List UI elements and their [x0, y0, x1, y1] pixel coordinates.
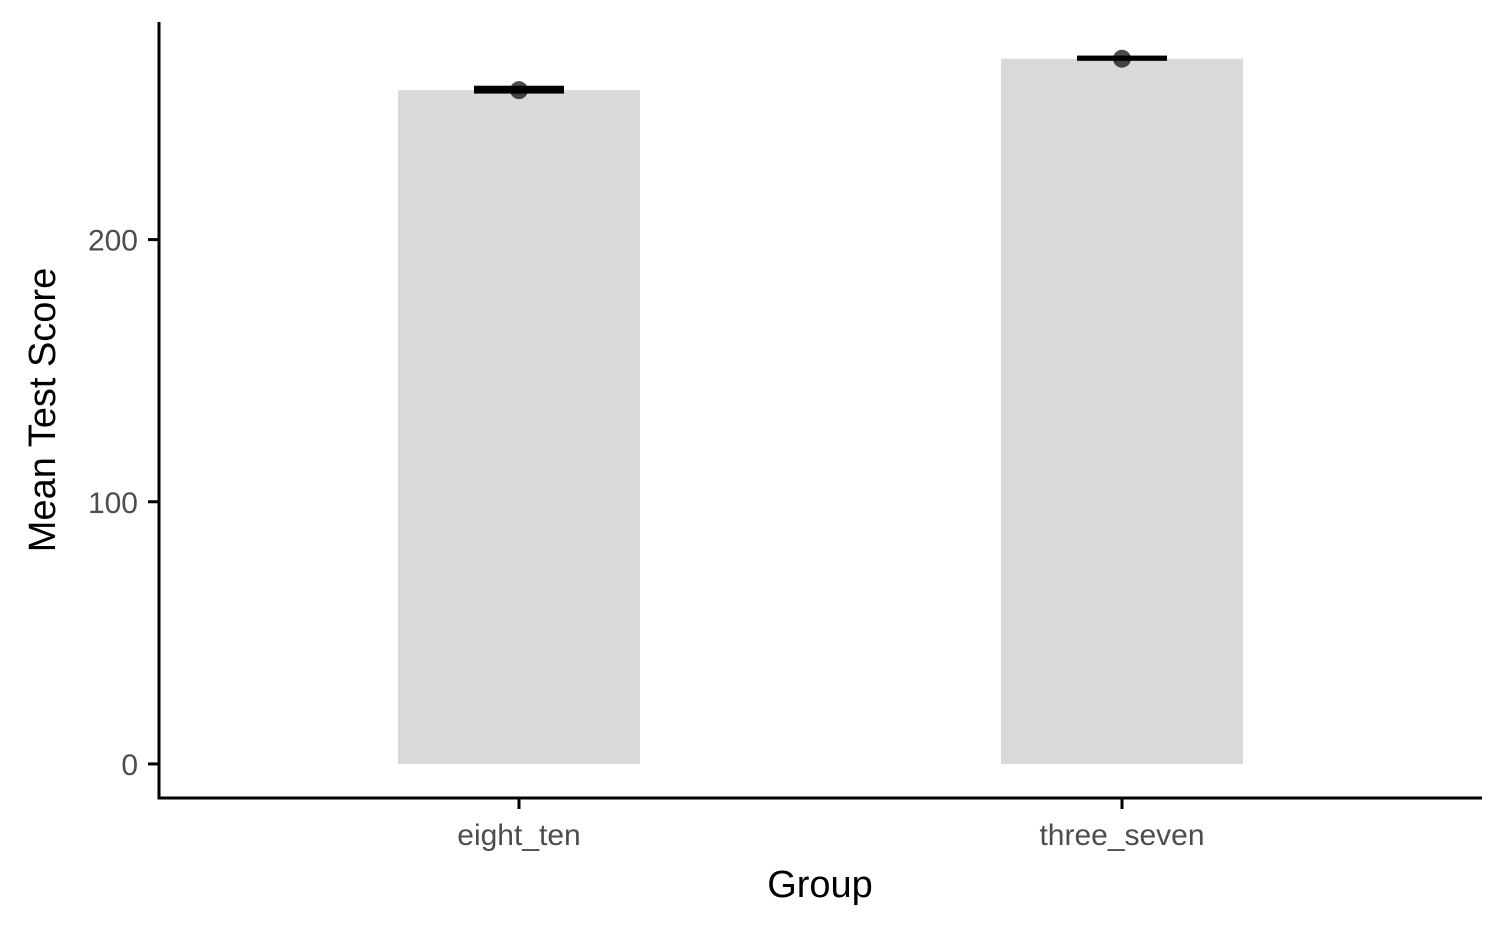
y-axis-title: Mean Test Score [22, 268, 64, 552]
mean-points-layer [510, 49, 1131, 100]
mean-point-three_seven [1113, 49, 1131, 68]
y-tick-label-100: 100 [88, 487, 138, 520]
y-tick-label-200: 200 [88, 225, 138, 258]
y-tick-label-0: 0 [121, 749, 138, 782]
x-axis-title: Group [767, 864, 873, 906]
x-ticks-layer: eight_ten three_seven [457, 798, 1205, 852]
y-ticks-layer: 0 100 200 [88, 225, 159, 782]
mean-point-eight_ten [510, 81, 528, 100]
bar-three_seven [1001, 58, 1243, 764]
x-tick-label-eight_ten: eight_ten [457, 819, 580, 852]
bars-layer [398, 58, 1243, 764]
x-tick-label-three_seven: three_seven [1039, 819, 1204, 852]
bar-eight_ten [398, 90, 640, 764]
